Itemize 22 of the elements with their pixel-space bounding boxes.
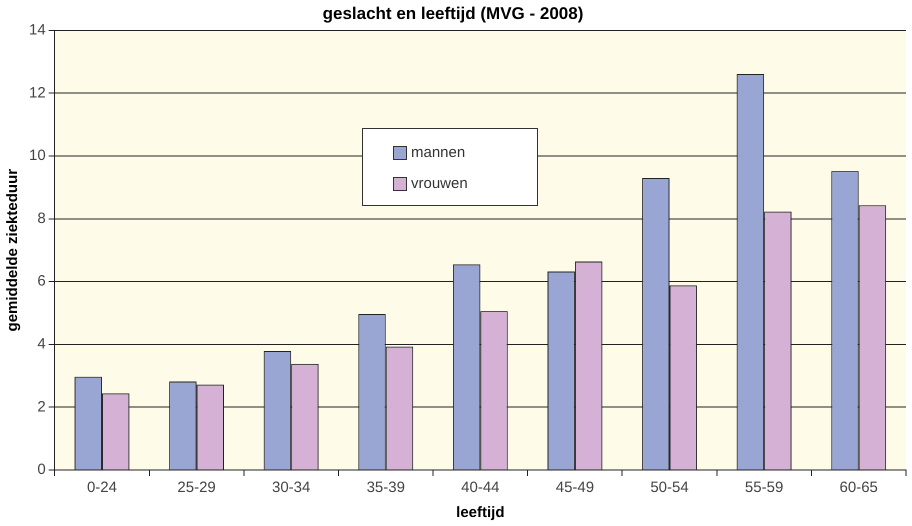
y-tick-label: 6 [37, 272, 46, 290]
legend-label: vrouwen [411, 175, 468, 192]
y-tick-label: 2 [37, 398, 46, 416]
x-tick-label: 40-44 [461, 479, 500, 496]
x-tick-label: 50-54 [650, 479, 689, 496]
x-tick-label: 45-49 [556, 479, 594, 496]
x-tick-label: 35-39 [366, 479, 405, 496]
y-tick-label: 4 [37, 336, 46, 353]
y-axis-title: gemiddelde ziekteduur [4, 168, 22, 332]
x-tick-label: 55-59 [744, 479, 784, 496]
y-tick-label: 10 [28, 147, 46, 164]
x-tick-label: 30-34 [272, 479, 310, 496]
x-tick-label: 60-65 [840, 479, 878, 496]
x-tick-label: 0-24 [86, 479, 117, 496]
chart-title: geslacht en leeftijd (MVG - 2008) [322, 4, 584, 23]
y-tick-label: 12 [28, 84, 46, 102]
x-tick-label: 25-29 [177, 479, 216, 496]
y-tick-label: 0 [37, 461, 46, 478]
y-tick-label: 14 [28, 22, 46, 39]
x-axis-title: leeftijd [456, 504, 505, 522]
legend-label: mannen [411, 144, 466, 161]
y-tick-label: 8 [37, 210, 46, 227]
